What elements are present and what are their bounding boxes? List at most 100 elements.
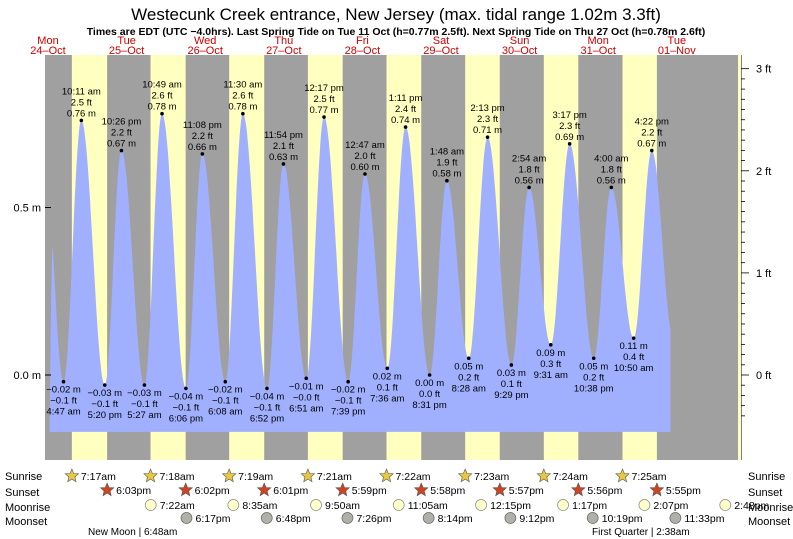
low-tide-label: 7:36 am bbox=[370, 393, 404, 404]
sunrise-icon bbox=[300, 468, 316, 483]
low-tide-label: 6:06 pm bbox=[169, 413, 203, 424]
sunset-row-label-right: Sunset bbox=[748, 487, 782, 499]
moonrise-icon bbox=[638, 499, 651, 511]
tide-point-15 bbox=[346, 379, 350, 384]
low-tide-label: −0.1 ft bbox=[335, 396, 362, 407]
moonrise-icon bbox=[719, 499, 732, 511]
right-tick-label: 2 ft bbox=[756, 166, 771, 178]
high-tide-label: 0.56 m bbox=[597, 175, 626, 186]
moonrise-icon bbox=[310, 499, 322, 511]
day-date-1: 25–Oct bbox=[109, 45, 144, 57]
moonset-icon bbox=[669, 512, 682, 524]
moon-phase-new: New Moon | 6:48am bbox=[88, 527, 177, 538]
sunset-icon bbox=[492, 482, 508, 497]
sunrise-icon bbox=[615, 468, 630, 483]
day-name-0: Mon bbox=[37, 35, 58, 47]
moonset-icon bbox=[341, 512, 354, 524]
left-tick-label: 0.5 m bbox=[13, 203, 41, 215]
moonset-row-label-left: Moonset bbox=[5, 516, 47, 528]
high-tide-label: 11:54 pm bbox=[264, 130, 303, 141]
high-tide-label: 0.71 m bbox=[473, 125, 502, 136]
high-tide-label: 2.2 ft bbox=[192, 131, 213, 142]
tide-point-11 bbox=[265, 386, 269, 391]
day-date-2: 26–Oct bbox=[187, 45, 222, 57]
tide-point-19 bbox=[427, 373, 432, 377]
low-tide-label: 0.00 m bbox=[415, 378, 444, 389]
high-tide-label: 0.74 m bbox=[391, 115, 420, 126]
day-date-7: 31–Oct bbox=[580, 45, 615, 57]
sunrise-time: 7:18am bbox=[160, 471, 195, 483]
moon-phase-first-quarter: First Quarter | 2:38am bbox=[592, 527, 690, 538]
sunrise-icon bbox=[457, 468, 473, 483]
tide-point-10 bbox=[241, 111, 245, 116]
low-tide-label: −0.1 ft bbox=[131, 399, 158, 410]
tide-point-25 bbox=[548, 343, 553, 347]
moonset-icon bbox=[260, 512, 273, 524]
low-tide-label: 7:39 pm bbox=[331, 407, 365, 418]
sunset-icon bbox=[335, 482, 351, 497]
day-date-0: 24–Oct bbox=[30, 45, 65, 57]
low-tide-label: 0.11 m bbox=[620, 341, 648, 352]
sunset-icon bbox=[570, 482, 586, 497]
low-tide-label: 5:27 am bbox=[127, 410, 161, 421]
moonset-icon bbox=[180, 512, 193, 524]
day-name-1: Tue bbox=[117, 35, 136, 47]
low-tide-label: 8:28 am bbox=[452, 383, 486, 394]
left-tick-label: 0.0 m bbox=[13, 370, 41, 382]
day-date-8: 01–Nov bbox=[658, 45, 696, 57]
low-tide-label: −0.1 ft bbox=[91, 399, 118, 410]
high-tide-label: 0.67 m bbox=[107, 139, 136, 150]
high-tide-label: 0.58 m bbox=[432, 169, 461, 180]
high-tide-label: 2.0 ft bbox=[354, 151, 375, 162]
high-tide-label: 2.4 ft bbox=[395, 104, 416, 115]
moonset-time: 9:12pm bbox=[519, 513, 554, 525]
moonrise-time: 1:17pm bbox=[572, 500, 607, 512]
moonset-time: 7:26pm bbox=[356, 513, 391, 525]
sunset-time: 5:57pm bbox=[509, 485, 544, 497]
tide-point-12 bbox=[281, 162, 286, 166]
high-tide-label: 12:47 am bbox=[345, 140, 385, 151]
high-tide-label: 1.8 ft bbox=[519, 164, 540, 175]
high-tide-label: 0.76 m bbox=[67, 108, 96, 119]
sun-moon-rows: Sunrise Sunrise Sunset Sunset Moonrise Moonri… bbox=[5, 468, 793, 538]
sunrise-time: 7:21am bbox=[317, 471, 352, 483]
moonrise-time: 8:35am bbox=[242, 500, 277, 512]
tide-point-5 bbox=[142, 383, 147, 387]
right-tick-label: 1 ft bbox=[756, 268, 771, 280]
low-tide-label: 8:31 pm bbox=[412, 400, 446, 411]
moonrise-time: 12:15pm bbox=[490, 500, 531, 512]
low-tide-label: 10:50 am bbox=[614, 363, 654, 374]
high-tide-label: 2.2 ft bbox=[111, 128, 132, 139]
low-tide-label: 0.05 m bbox=[454, 361, 483, 372]
moonrise-row-label-left: Moonrise bbox=[5, 502, 50, 514]
low-tide-label: 0.4 ft bbox=[623, 352, 644, 363]
moonrise-icon bbox=[227, 499, 240, 511]
high-tide-label: 0.78 m bbox=[228, 102, 257, 113]
tide-point-9 bbox=[223, 379, 228, 384]
high-tide-label: 4:00 am bbox=[594, 153, 628, 164]
high-tide-label: 12:17 pm bbox=[304, 83, 344, 94]
moonrise-time: 2:48pm bbox=[734, 500, 769, 512]
low-tide-label: 0.3 ft bbox=[540, 359, 561, 370]
low-tide-label: −0.1 ft bbox=[173, 402, 200, 413]
low-tide-label: −0.02 m bbox=[208, 385, 243, 396]
high-tide-label: 3:17 pm bbox=[552, 110, 586, 121]
sunset-time: 6:02pm bbox=[195, 485, 230, 497]
sunrise-time: 7:17am bbox=[81, 471, 116, 483]
low-tide-label: 6:51 am bbox=[289, 403, 323, 414]
tide-point-8 bbox=[200, 152, 205, 156]
moonset-time: 8:14pm bbox=[438, 513, 473, 525]
high-tide-label: 10:11 am bbox=[62, 86, 101, 97]
moonset-time: 11:33pm bbox=[684, 513, 724, 525]
sunrise-icon bbox=[64, 468, 80, 483]
day-date-5: 29–Oct bbox=[423, 45, 458, 57]
moonset-row-label-right: Moonset bbox=[748, 516, 790, 528]
high-tide-label: 4:22 pm bbox=[635, 117, 669, 128]
high-tide-label: 2:13 pm bbox=[470, 103, 504, 114]
low-tide-label: 0.1 ft bbox=[501, 379, 522, 390]
high-tide-label: 0.78 m bbox=[148, 102, 177, 113]
moonset-time: 6:48pm bbox=[276, 513, 311, 525]
low-tide-label: 0.1 ft bbox=[377, 382, 398, 393]
high-tide-label: 11:08 pm bbox=[183, 120, 222, 131]
